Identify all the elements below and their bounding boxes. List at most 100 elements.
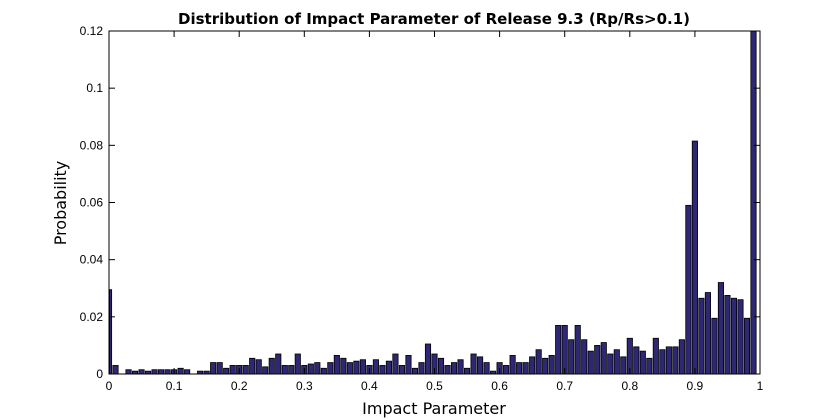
histogram-bar [555,325,562,375]
histogram-bar [665,346,672,375]
x-tick-label: 0 [106,379,113,393]
histogram-bar [268,357,275,375]
histogram-bar [672,346,679,375]
histogram-bar [678,339,685,375]
histogram-bar [711,317,718,375]
histogram-bar [743,317,751,375]
histogram-bar [444,365,451,375]
histogram-bar [109,289,113,375]
x-tick-label: 0.3 [296,379,313,393]
plot-frame [108,30,761,375]
x-tick-label: 1 [757,379,764,393]
histogram-bar [288,365,295,375]
histogram-bar [229,365,236,375]
y-tick-label: 0.12 [80,24,104,38]
histogram-bar [509,355,516,375]
histogram-bar [242,365,249,375]
histogram-bar [730,297,738,375]
histogram-bar [320,367,327,375]
histogram-bar [437,357,445,375]
histogram-bar [568,339,575,375]
histogram-bar [333,355,340,375]
histogram-bar [307,363,314,375]
histogram-bar [535,349,542,375]
histogram-bar [411,367,419,375]
histogram-bar [405,355,412,375]
histogram-bar [548,355,555,375]
histogram-bar [372,359,379,375]
y-tick-label: 0.08 [80,138,104,152]
histogram-bar [392,353,399,375]
y-tick-label: 0.1 [86,81,103,95]
histogram-bar [210,362,217,375]
histogram-bar [483,362,490,375]
histogram-bar [594,345,601,375]
histogram-bar [646,357,653,375]
x-tick-label: 0.8 [621,379,638,393]
histogram-bar [216,362,223,375]
histogram-bar [529,356,536,375]
histogram-bar [691,140,698,375]
histogram-bar [314,362,321,375]
histogram-bar [385,360,392,375]
histogram-bar [704,292,711,375]
histogram-bar [516,362,523,375]
y-axis-title: Probability [51,161,70,246]
histogram-bar [698,297,705,375]
x-tick-label: 0.5 [426,379,443,393]
histogram-bar [158,369,165,375]
histogram-bar [125,369,132,375]
histogram-bar [281,365,288,375]
histogram-bar [639,350,646,375]
histogram-bar [340,357,347,375]
histogram-bar [424,343,432,375]
histogram-bar [613,349,620,375]
x-tick-label: 0.2 [231,379,248,393]
histogram-bar [587,350,594,375]
x-tick-label: 0.1 [166,379,183,393]
histogram-bar [450,362,458,375]
histogram-bar [503,365,510,375]
x-axis-title: Impact Parameter [362,399,506,418]
histogram-bar [685,204,692,375]
histogram-bar [574,325,581,375]
histogram-bar [294,353,301,375]
histogram-bar [457,359,464,375]
x-tick-label: 0.6 [491,379,508,393]
histogram-bar [379,365,386,375]
y-tick-label: 0.04 [80,253,104,267]
histogram-bar [600,342,607,375]
histogram-bar [138,369,145,375]
histogram-bar [327,362,334,375]
plot-area [109,31,760,374]
histogram-bar [620,356,627,375]
histogram-bar [346,362,353,375]
histogram-bar [477,356,484,375]
histogram-bar [633,346,640,375]
histogram-bar [177,367,184,375]
histogram-bar [581,339,588,375]
histogram-bar [542,357,549,375]
histogram-bar [463,367,471,375]
y-tick-label: 0.02 [80,310,104,324]
histogram-bar [737,299,744,375]
histogram-bar [607,353,614,375]
histogram-bar [717,282,724,375]
histogram-bar [223,367,230,375]
x-tick-label: 0.9 [687,379,704,393]
y-tick-label: 0.06 [80,196,104,210]
histogram-bar [262,366,269,375]
histogram-bar [184,369,191,375]
tick-labels: 0 0.1 0.2 0.3 0.4 0.5 0.6 0.7 0.8 0.9 1 0 0.02 0.04 0.… [80,24,764,393]
histogram-bar [249,357,256,375]
bars [109,30,757,375]
histogram-bar [112,365,119,375]
histogram-bar [164,369,171,375]
chart-title: Distribution of Impact Parameter of Rele… [178,10,690,28]
y-tick-label: 0 [96,367,103,381]
histogram-bar [151,369,158,375]
histogram-bar [652,337,659,375]
histogram-bar [470,353,477,375]
histogram-bar [255,359,262,375]
